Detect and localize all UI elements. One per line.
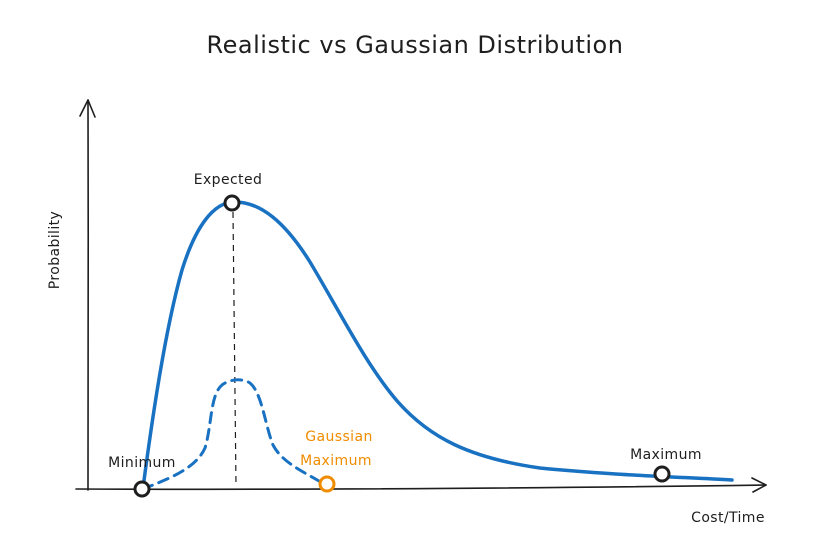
x-axis-arrow-icon	[751, 477, 767, 493]
minimum-label: Minimum	[108, 455, 176, 471]
gaussian-distribution-curve	[141, 378, 328, 491]
y-axis-label: Probability	[47, 211, 63, 289]
minimum-point	[133, 480, 151, 498]
expected-point	[223, 194, 241, 212]
y-axis	[79, 99, 96, 491]
gaussian-maximum-point	[318, 475, 336, 493]
diagram-title: Realistic vs Gaussian Distribution	[207, 31, 624, 59]
maximum-label: Maximum	[630, 447, 702, 463]
y-axis-arrow-icon	[79, 99, 96, 118]
gaussian-maximum-label-line2: Maximum	[300, 453, 372, 469]
maximum-point	[653, 465, 671, 483]
realistic-distribution-curve	[141, 200, 734, 490]
x-axis	[75, 477, 767, 493]
x-axis-label: Cost/Time	[691, 510, 765, 526]
gaussian-maximum-label-line1: Gaussian	[305, 429, 372, 445]
expected-dashed-line	[232, 211, 237, 487]
expected-label: Expected	[194, 172, 263, 188]
